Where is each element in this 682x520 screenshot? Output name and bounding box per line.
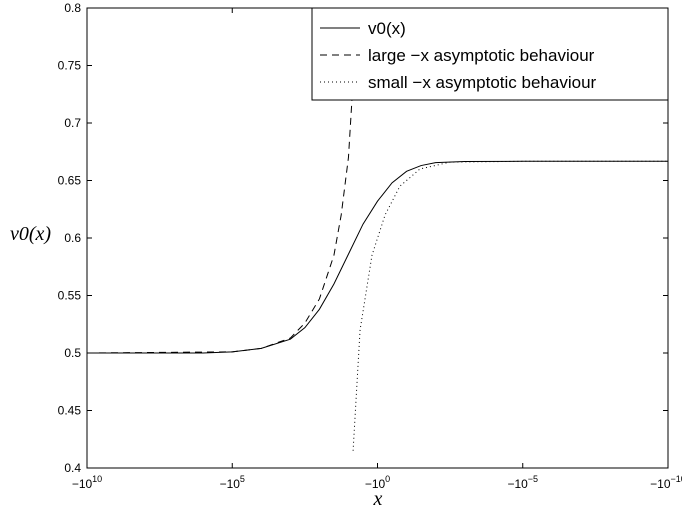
x-tick-base: −10: [507, 477, 528, 491]
legend-label: v0(x): [368, 19, 406, 38]
y-tick-label: 0.4: [64, 461, 81, 475]
x-tick-label: −100: [365, 474, 390, 491]
series-line: [87, 160, 668, 354]
y-tick-label: 0.55: [58, 289, 82, 303]
legend-label: small −x asymptotic behaviour: [368, 73, 597, 92]
y-tick-label: 0.8: [64, 1, 81, 15]
x-tick-label: −105: [220, 474, 245, 491]
x-tick-exponent: −10: [671, 474, 682, 484]
x-tick-label: −10−10: [650, 474, 682, 491]
y-tick-label: 0.7: [64, 116, 81, 130]
series-line: [86, 99, 353, 354]
y-tick-label: 0.45: [58, 404, 82, 418]
x-tick-exponent: 0: [385, 474, 390, 484]
x-tick-base: −10: [72, 477, 93, 491]
x-tick-exponent: 5: [240, 474, 245, 484]
x-tick-exponent: −5: [528, 474, 538, 484]
x-tick-base: −10: [650, 477, 671, 491]
y-axis-label: v0(x): [10, 223, 51, 245]
legend-label: large −x asymptotic behaviour: [368, 46, 595, 65]
y-tick-label: 0.5: [64, 346, 81, 360]
x-tick-label: −1010: [72, 474, 102, 491]
x-tick-exponent: 10: [92, 474, 102, 484]
x-tick-label: −10−5: [507, 474, 538, 491]
legend-box: [311, 7, 669, 101]
x-tick-base: −10: [365, 477, 386, 491]
x-tick-base: −10: [220, 477, 241, 491]
y-tick-label: 0.65: [58, 174, 82, 188]
series-line: [352, 160, 668, 451]
y-tick-label: 0.75: [58, 59, 82, 73]
x-axis-label: x: [373, 488, 383, 510]
y-tick-label: 0.6: [64, 231, 81, 245]
